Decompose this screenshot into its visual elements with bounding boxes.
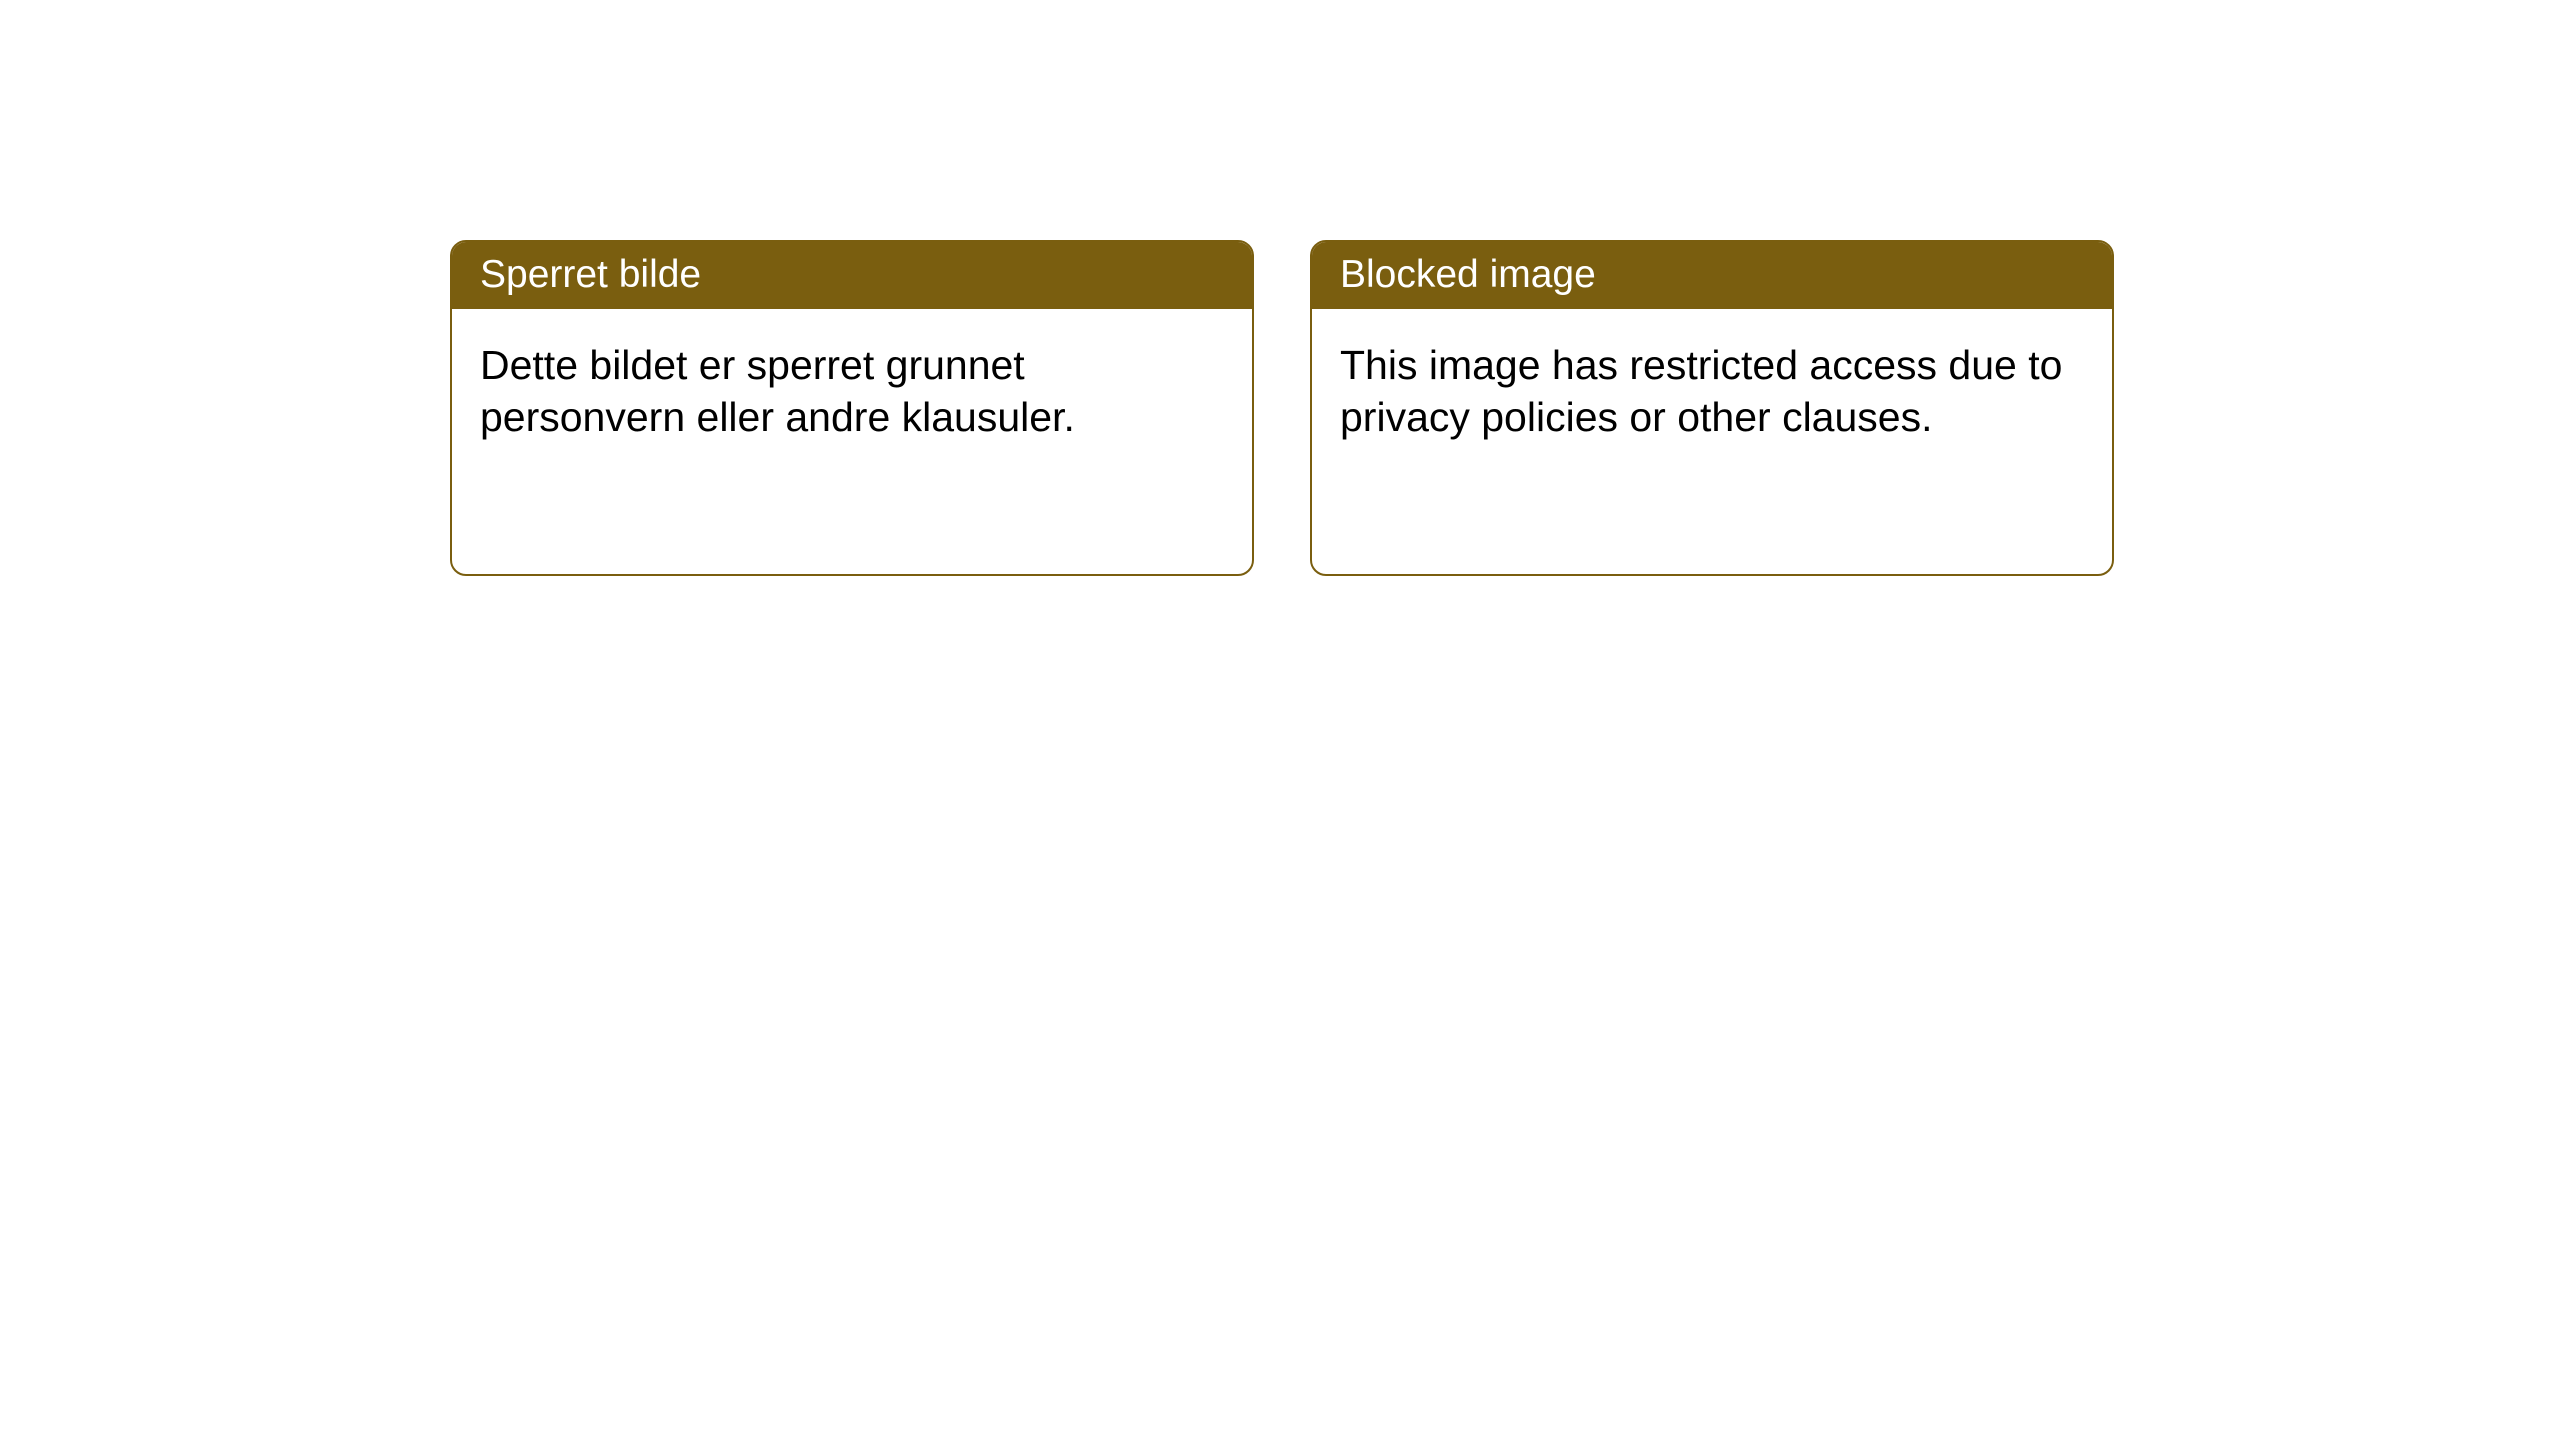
notice-header: Blocked image [1312, 242, 2112, 309]
notice-box-norwegian: Sperret bilde Dette bildet er sperret gr… [450, 240, 1254, 576]
notice-header: Sperret bilde [452, 242, 1252, 309]
notice-box-english: Blocked image This image has restricted … [1310, 240, 2114, 576]
notice-body: This image has restricted access due to … [1312, 309, 2112, 474]
notice-container: Sperret bilde Dette bildet er sperret gr… [450, 240, 2114, 576]
notice-body: Dette bildet er sperret grunnet personve… [452, 309, 1252, 474]
